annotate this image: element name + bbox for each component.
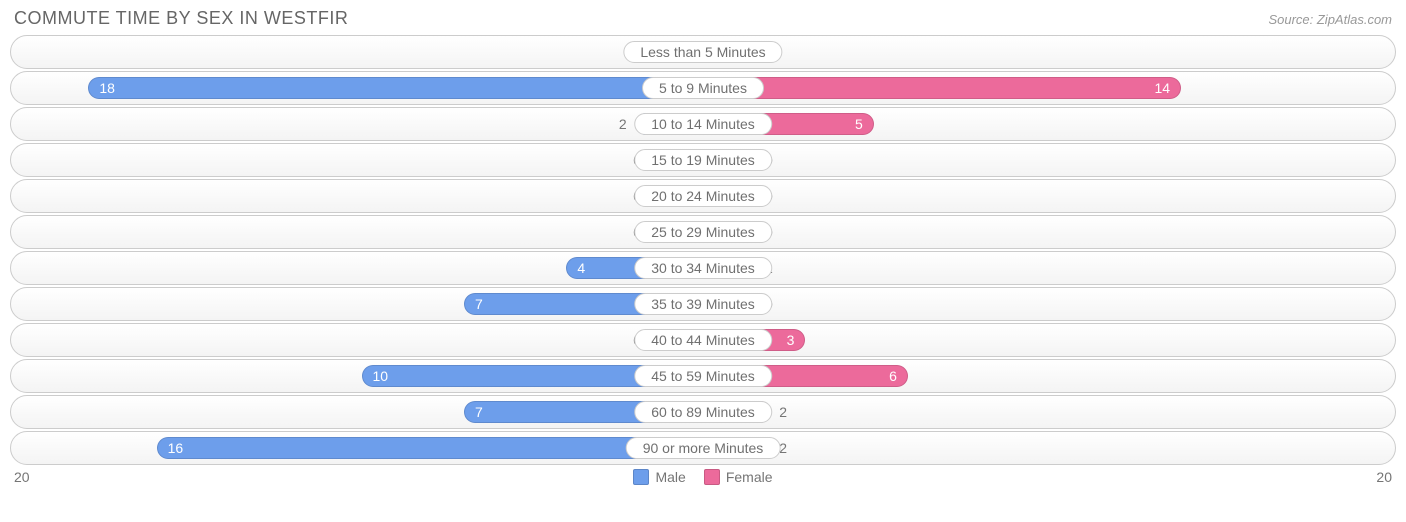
- legend-swatch-female: [704, 469, 720, 485]
- male-bar: 16: [157, 437, 703, 459]
- axis-max-left: 20: [14, 469, 54, 485]
- legend: Male Female: [54, 469, 1352, 485]
- male-value: 7: [475, 296, 483, 312]
- female-value: 3: [787, 332, 795, 348]
- female-bar: 14: [703, 77, 1181, 99]
- legend-label-female: Female: [726, 469, 773, 485]
- chart-footer: 20 Male Female 20: [10, 469, 1396, 485]
- female-value: 14: [1155, 80, 1171, 96]
- female-value: 2: [771, 404, 795, 420]
- category-label: 30 to 34 Minutes: [634, 257, 772, 279]
- male-value: 2: [611, 116, 635, 132]
- bar-row: 2 5 10 to 14 Minutes: [10, 107, 1396, 141]
- bar-row: 0015 to 19 Minutes: [10, 143, 1396, 177]
- legend-swatch-male: [633, 469, 649, 485]
- category-label: Less than 5 Minutes: [623, 41, 782, 63]
- axis-max-right: 20: [1352, 469, 1392, 485]
- chart-title: COMMUTE TIME BY SEX IN WESTFIR: [14, 8, 348, 29]
- category-label: 60 to 89 Minutes: [634, 401, 772, 423]
- category-label: 40 to 44 Minutes: [634, 329, 772, 351]
- bar-row: 7 260 to 89 Minutes: [10, 395, 1396, 429]
- category-label: 90 or more Minutes: [626, 437, 781, 459]
- category-label: 5 to 9 Minutes: [642, 77, 764, 99]
- bar-row: 16290 or more Minutes: [10, 431, 1396, 465]
- male-value: 7: [475, 404, 483, 420]
- male-value: 4: [577, 260, 585, 276]
- chart-source: Source: ZipAtlas.com: [1268, 12, 1392, 27]
- bar-row: 0340 to 44 Minutes: [10, 323, 1396, 357]
- category-label: 10 to 14 Minutes: [634, 113, 772, 135]
- category-label: 25 to 29 Minutes: [634, 221, 772, 243]
- bar-row: 0025 to 29 Minutes: [10, 215, 1396, 249]
- category-label: 15 to 19 Minutes: [634, 149, 772, 171]
- bar-row: 10 6 45 to 59 Minutes: [10, 359, 1396, 393]
- female-value: 6: [889, 368, 897, 384]
- bar-row: 0020 to 24 Minutes: [10, 179, 1396, 213]
- male-value: 18: [99, 80, 115, 96]
- category-label: 35 to 39 Minutes: [634, 293, 772, 315]
- chart-rows: 10Less than 5 Minutes18145 to 9 Minutes2…: [10, 35, 1396, 465]
- male-value: 16: [168, 440, 184, 456]
- bar-row: 7035 to 39 Minutes: [10, 287, 1396, 321]
- male-bar: 18: [88, 77, 703, 99]
- legend-female: Female: [704, 469, 773, 485]
- bar-row: 4130 to 34 Minutes: [10, 251, 1396, 285]
- legend-label-male: Male: [655, 469, 685, 485]
- female-value: 5: [855, 116, 863, 132]
- category-label: 20 to 24 Minutes: [634, 185, 772, 207]
- category-label: 45 to 59 Minutes: [634, 365, 772, 387]
- bar-row: 18 14 5 to 9 Minutes: [10, 71, 1396, 105]
- chart-header: COMMUTE TIME BY SEX IN WESTFIR Source: Z…: [10, 8, 1396, 29]
- bar-row: 10Less than 5 Minutes: [10, 35, 1396, 69]
- male-value: 10: [373, 368, 389, 384]
- legend-male: Male: [633, 469, 685, 485]
